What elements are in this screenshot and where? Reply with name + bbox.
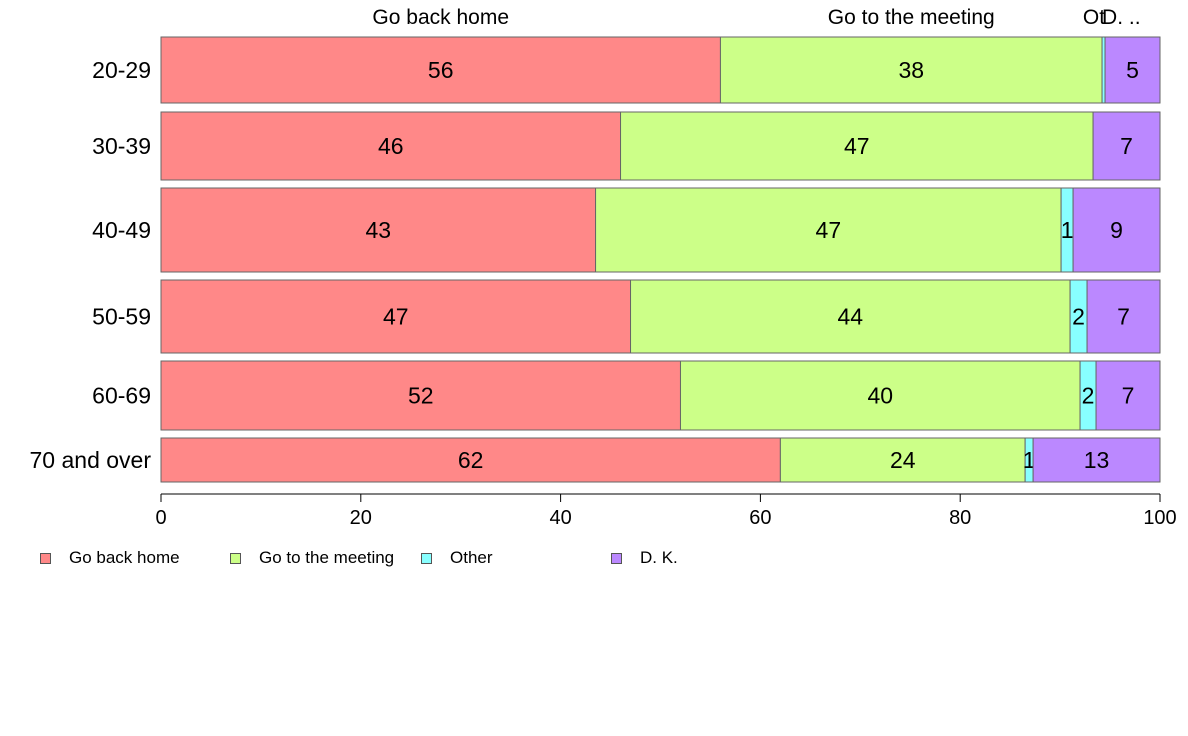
bar-segment [1032, 437, 1161, 483]
data-label: 5 [1126, 57, 1139, 83]
top-label: Go back home [372, 6, 509, 29]
bar-segment [620, 111, 1094, 181]
legend-label: Go back home [69, 548, 180, 567]
legend-item-go-to-the-meeting: Go to the meeting [230, 548, 394, 568]
category-label: 60-69 [92, 383, 151, 409]
category-label: 20-29 [92, 57, 151, 83]
data-label: 47 [816, 217, 842, 243]
legend-swatch [230, 552, 241, 564]
x-tick-label: 20 [350, 507, 372, 529]
legend-item-other: Other [421, 548, 493, 568]
data-label: 7 [1117, 304, 1130, 330]
data-label: 1 [1061, 217, 1074, 243]
data-label: 46 [378, 133, 404, 159]
bars: 56 38 5 46 47 7 43 47 1 9 47 44 2 7 52 40 2 7 62 24 1 13 [160, 36, 1161, 483]
bar-segment [719, 36, 1103, 104]
bar-segment [160, 187, 597, 273]
bar-segment [779, 437, 1026, 483]
data-label: 62 [458, 447, 484, 473]
data-label: 7 [1122, 383, 1135, 409]
data-label: 44 [838, 304, 864, 330]
legend-label: Go to the meeting [259, 548, 395, 567]
data-label: 52 [408, 383, 434, 409]
data-label: 56 [428, 57, 454, 83]
data-label: 24 [890, 447, 916, 473]
data-label: 7 [1120, 133, 1133, 159]
legend-label: D. K. [640, 548, 678, 567]
data-label: 43 [365, 217, 391, 243]
data-label: 38 [898, 57, 924, 83]
top-label: Go to the meeting [828, 6, 995, 29]
legend-swatch [40, 552, 51, 564]
category-label: 50-59 [92, 304, 151, 330]
top-label: D. .. [1102, 6, 1141, 29]
y-axis-labels: 20-29 30-39 40-49 50-59 60-69 70 and over [30, 57, 152, 473]
data-label: 9 [1110, 217, 1123, 243]
bar-segment [1072, 187, 1161, 273]
bar-segment [160, 279, 632, 354]
legend-swatch [611, 552, 622, 564]
category-label: 70 and over [30, 447, 152, 473]
x-tick-label: 60 [749, 507, 771, 529]
data-label: 47 [844, 133, 870, 159]
x-tick-label: 100 [1143, 507, 1176, 529]
bar-segment [1086, 279, 1161, 354]
data-label: 2 [1072, 304, 1085, 330]
category-label: 30-39 [92, 133, 151, 159]
bar-segment [160, 360, 681, 431]
category-label: 40-49 [92, 217, 151, 243]
legend-label: Other [450, 548, 493, 567]
x-tick-label: 0 [155, 507, 166, 529]
data-label: 47 [383, 304, 409, 330]
data-label: 1 [1023, 447, 1036, 473]
x-tick-label: 80 [949, 507, 971, 529]
data-label: 2 [1082, 383, 1095, 409]
legend-item-dk: D. K. [611, 548, 678, 568]
top-label: Ot [1083, 6, 1105, 29]
bar-segment [160, 437, 781, 483]
legend-swatch [421, 552, 432, 564]
legend-item-go-back-home: Go back home [40, 548, 180, 568]
bar-segment [679, 360, 1081, 431]
bar-segment [160, 111, 622, 181]
bar-segment [1104, 36, 1161, 104]
data-label: 40 [867, 383, 893, 409]
bar-segment [1092, 111, 1161, 181]
bar-segment [1095, 360, 1161, 431]
x-axis: 0 20 40 60 80 100 [155, 493, 1177, 529]
top-labels: Go back home Go to the meeting OtD. .. [372, 6, 1140, 29]
data-label: 13 [1084, 447, 1110, 473]
bar-segment [630, 279, 1071, 354]
bar-segment [595, 187, 1062, 273]
legend: Go back home Go to the meeting Other D. … [40, 548, 740, 568]
x-tick-label: 40 [549, 507, 571, 529]
